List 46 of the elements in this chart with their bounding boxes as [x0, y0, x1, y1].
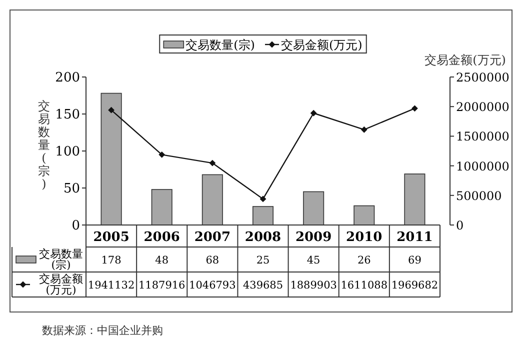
y2-axis-title: 交易金额(万元) — [424, 53, 506, 67]
point — [158, 151, 166, 158]
y-tick-label: 50 — [63, 182, 80, 196]
data-label: 68 — [206, 254, 220, 266]
y2-tick-label: 1500000 — [456, 130, 510, 144]
data-label: 1941132 — [88, 280, 135, 292]
y-tick-label: 0 — [72, 218, 80, 234]
data-label: 25 — [256, 254, 270, 266]
data-label: 69 — [408, 254, 422, 266]
legend-label: 交易金额(万元) — [281, 38, 362, 52]
data-label: 1046793 — [189, 280, 236, 292]
data-label: 48 — [155, 254, 169, 266]
point — [412, 105, 418, 112]
data-label: 1889903 — [290, 280, 337, 292]
x-tick-label: 2006 — [144, 230, 180, 245]
y2-tick-label: 1000000 — [456, 159, 510, 174]
data-label: 1969682 — [391, 280, 438, 292]
data-label: 178 — [101, 254, 122, 266]
legend-label: 交易数量(宗) — [186, 38, 255, 52]
y2-tick-label: 2000000 — [456, 100, 510, 114]
point — [108, 106, 114, 114]
data-label: 439685 — [242, 280, 284, 292]
point — [209, 160, 216, 166]
y-axis-title: 交易数量(宗) — [39, 248, 83, 272]
text: 交易数量(宗) — [38, 99, 50, 191]
data-label: 1187916 — [138, 280, 186, 292]
y-tick-label: 200 — [55, 70, 80, 86]
source-note: 数据来源：中国企业并购 — [42, 324, 163, 337]
x-tick-label: 2009 — [295, 230, 332, 245]
point — [260, 196, 266, 202]
x-tick-label: 2007 — [194, 230, 231, 245]
x-tick-label: 2008 — [244, 230, 282, 245]
point — [360, 126, 368, 133]
text: 交易金额(万元) — [39, 272, 83, 296]
y2-tick-label: 500000 — [456, 188, 502, 203]
data-label: 1611088 — [340, 280, 388, 292]
point — [310, 110, 317, 116]
y-tick-label: 100 — [55, 144, 80, 160]
y-tick-label: 150 — [55, 108, 80, 122]
x-tick-label: 2011 — [396, 230, 433, 245]
x-tick-label: 2010 — [346, 230, 382, 245]
data-label: 45 — [306, 254, 320, 266]
data-label: 26 — [357, 254, 372, 266]
x-tick-label: 2005 — [93, 230, 130, 245]
y2-tick-label: 0 — [456, 218, 464, 232]
y2-tick-label: 2500000 — [456, 70, 510, 84]
